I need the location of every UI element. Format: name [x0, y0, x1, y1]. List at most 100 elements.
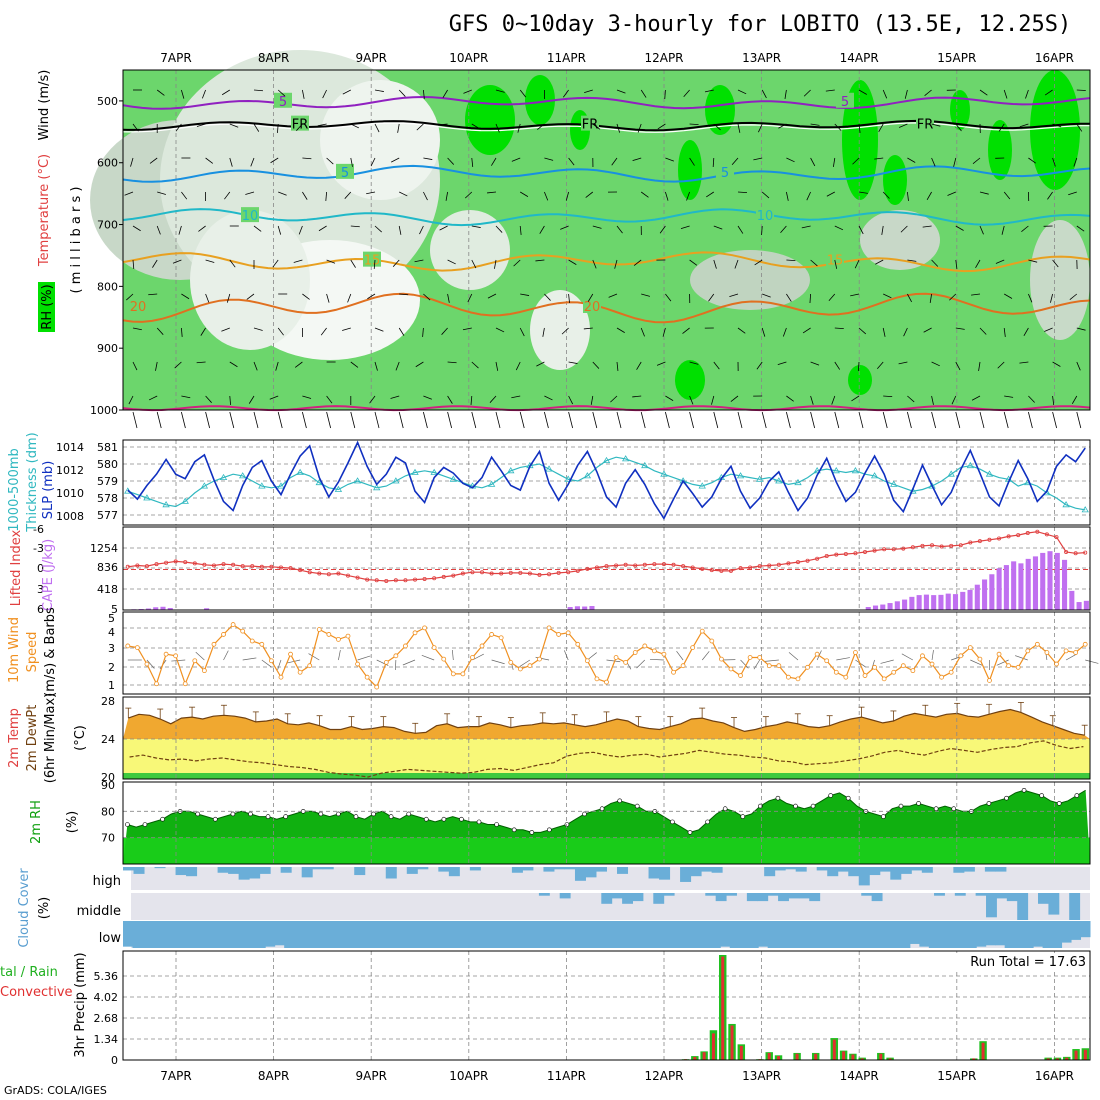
- wind-barb: [810, 157, 816, 167]
- wind-barb: [350, 259, 356, 268]
- lifted-index-point: [891, 547, 896, 552]
- wind-speed-point: [757, 655, 763, 660]
- wind-barb: [1071, 395, 1078, 404]
- wind-barb: [544, 157, 554, 161]
- wind-barb: [931, 361, 940, 367]
- cloud-bar: [483, 921, 494, 948]
- thickness-point: [985, 470, 994, 477]
- y-tick-right: 1014: [56, 441, 84, 454]
- wind-barb: [737, 327, 746, 334]
- wind-barb: [132, 361, 138, 371]
- cloud-bar: [690, 867, 702, 877]
- wind-barb: [730, 395, 739, 402]
- cloud-bar: [739, 921, 750, 948]
- y-axis-label-wind-1: 10m Wind: [7, 617, 22, 683]
- wind-barb: [834, 225, 844, 231]
- wind-barb: [761, 191, 770, 199]
- wind-barb: [423, 395, 432, 400]
- wind-barb: [344, 191, 352, 199]
- wind-barb: [1003, 327, 1006, 337]
- thickness-point: [449, 475, 458, 482]
- thickness-point: [755, 475, 764, 482]
- y-tick: 0: [111, 1054, 118, 1067]
- y-tick: 5.36: [94, 970, 119, 983]
- wind-barb: [245, 191, 255, 195]
- wind-barb: [277, 327, 284, 336]
- cloud-bar: [388, 921, 399, 948]
- wind-barb: [834, 411, 840, 429]
- wind-speed-point: [383, 660, 389, 665]
- cloud-bar: [445, 921, 456, 948]
- y-tick-left: 577: [97, 509, 118, 522]
- wind-barb: [269, 395, 279, 400]
- wind-barb: [471, 225, 481, 228]
- wind-barb: [922, 225, 932, 228]
- lifted-index-point: [805, 558, 810, 563]
- wind-barb: [753, 157, 763, 161]
- cape-bar: [894, 601, 900, 610]
- wind-barb: [834, 259, 838, 269]
- cloud-bar: [953, 867, 965, 873]
- wind-barb: [737, 191, 748, 194]
- lifted-index-point: [192, 561, 197, 566]
- lifted-index-point: [317, 571, 322, 576]
- cloud-bar: [632, 893, 644, 902]
- wind-barb: [519, 89, 527, 98]
- cloud-bar: [986, 893, 997, 918]
- lifted-index-line: [127, 531, 1086, 582]
- wind-barb: [326, 157, 334, 165]
- cloud-bar: [705, 893, 717, 896]
- cloud-bar: [170, 921, 181, 948]
- dewpoint-fill: [123, 739, 1090, 779]
- cloud-bar: [617, 867, 629, 874]
- rh-point: [529, 830, 535, 835]
- precip-convective-bar: [711, 1033, 715, 1060]
- cape-bar: [1069, 590, 1075, 610]
- wind-barb: [419, 225, 424, 235]
- wind-barb: [882, 411, 888, 429]
- wind-speed-point: [288, 651, 293, 657]
- cloud-bar: [378, 921, 389, 948]
- thickness-point: [411, 468, 419, 475]
- wind-speed-point: [527, 663, 533, 669]
- wind-barb: [810, 395, 814, 405]
- cloud-bar: [622, 893, 633, 904]
- wind-barb: [931, 650, 934, 661]
- wind-barb: [562, 89, 569, 98]
- precip-convective-bar: [721, 956, 725, 1060]
- wind-barb: [665, 293, 672, 302]
- wind-barb: [181, 191, 188, 200]
- thickness-point: [602, 456, 611, 463]
- contour-label-bg: [581, 115, 599, 131]
- wind-barb: [831, 395, 836, 405]
- wind-barb: [278, 191, 287, 196]
- lifted-index-point: [1016, 533, 1021, 538]
- wind-barb: [447, 259, 456, 265]
- wind-barb: [423, 89, 425, 99]
- wind-speed-point: [1015, 664, 1021, 670]
- wind-barb: [369, 395, 376, 404]
- wind-barb: [253, 123, 260, 132]
- date-label-top: 8APR: [258, 51, 289, 65]
- lifted-index-point: [336, 571, 341, 576]
- y-tick-label: 900: [97, 342, 118, 355]
- rh-point: [160, 816, 165, 822]
- wind-barb: [701, 651, 710, 661]
- wind-barb: [761, 225, 763, 236]
- cloud-bar: [1042, 921, 1053, 948]
- thickness-point: [890, 480, 898, 487]
- wind-barb: [777, 361, 787, 366]
- wind-barb: [374, 361, 378, 371]
- cloud-bar: [438, 867, 450, 872]
- wind-barb: [1052, 395, 1055, 405]
- panel-bg: [123, 527, 1090, 610]
- wind-barb: [172, 259, 182, 264]
- y-tick: 4: [108, 626, 115, 639]
- wind-barb: [764, 659, 779, 662]
- wind-barb: [786, 157, 795, 163]
- contour-label: 20: [130, 300, 147, 315]
- y-tick-right: 836: [97, 561, 118, 574]
- rh-point: [388, 814, 394, 819]
- base-fill: [123, 773, 1090, 779]
- wind-barb: [903, 327, 908, 337]
